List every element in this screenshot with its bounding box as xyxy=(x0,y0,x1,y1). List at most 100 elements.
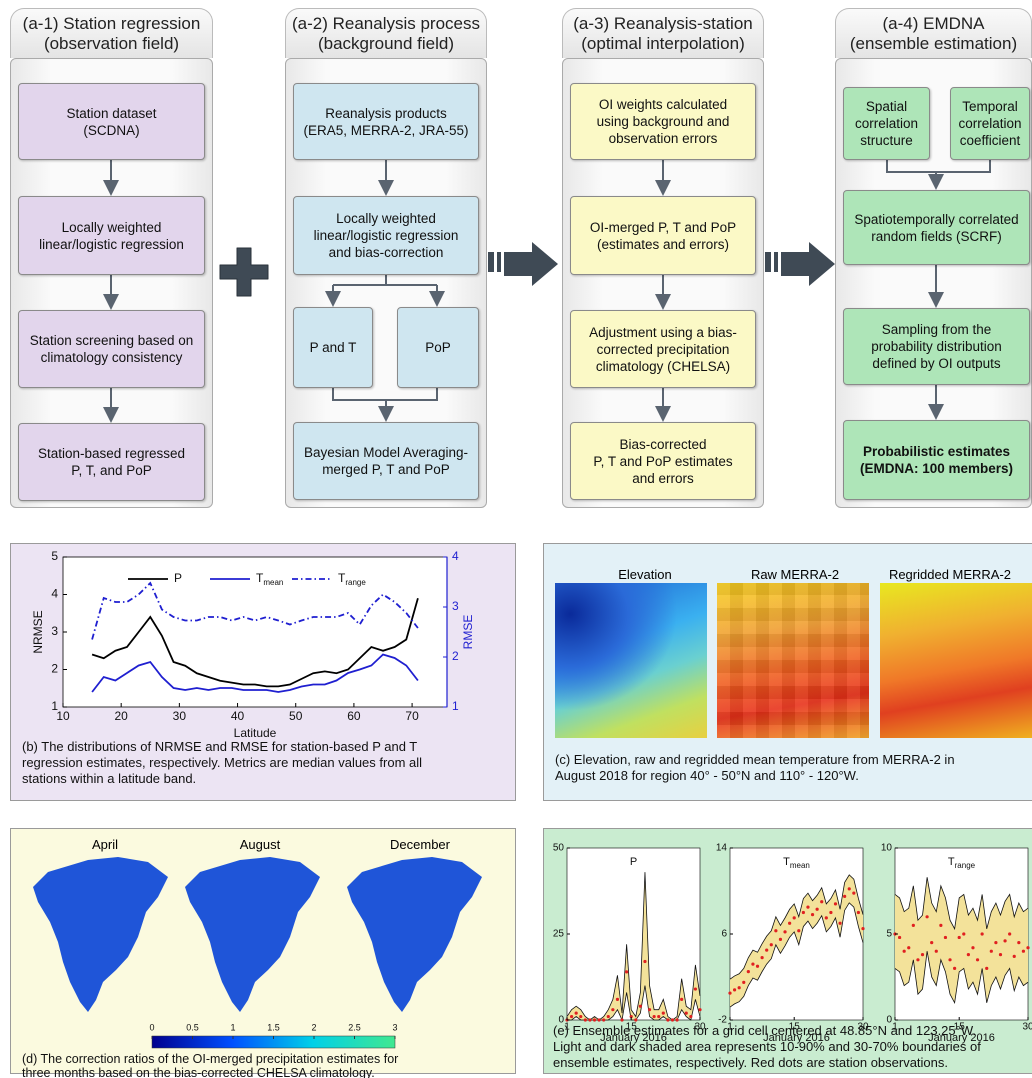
obs-dot xyxy=(903,950,906,953)
obs-dot xyxy=(747,970,750,973)
y-tick-label: 5 xyxy=(51,549,58,563)
obs-dot xyxy=(861,927,864,930)
obs-dot xyxy=(643,960,646,963)
obs-dot xyxy=(1026,946,1029,949)
colorbar-tick-label: 3 xyxy=(392,1022,397,1032)
obs-dot xyxy=(829,911,832,914)
x-tick-label: 30 xyxy=(173,709,187,723)
obs-dot xyxy=(675,1018,678,1021)
process-box: Locally weighted linear/logistic regress… xyxy=(293,196,479,275)
obs-dot xyxy=(852,892,855,895)
obs-dot xyxy=(1022,950,1025,953)
obs-dot xyxy=(999,953,1002,956)
process-box: OI-merged P, T and PoP (estimates and er… xyxy=(570,196,756,275)
obs-dot xyxy=(1013,955,1016,958)
obs-dot xyxy=(742,981,745,984)
process-box: Reanalysis products (ERA5, MERRA-2, JRA-… xyxy=(293,83,479,160)
obs-dot xyxy=(921,953,924,956)
y2-tick-label: 3 xyxy=(452,599,459,613)
obs-dot xyxy=(976,958,979,961)
obs-dot xyxy=(779,938,782,941)
image-label: Raw MERRA-2 xyxy=(710,567,880,582)
obs-dot xyxy=(930,941,933,944)
obs-dot xyxy=(811,913,814,916)
process-box: PoP xyxy=(397,307,479,388)
obs-dot xyxy=(694,987,697,990)
obs-dot xyxy=(939,924,942,927)
obs-dot xyxy=(994,941,997,944)
obs-dot xyxy=(802,911,805,914)
obs-dot xyxy=(857,911,860,914)
y-tick-label: 50 xyxy=(553,843,565,854)
obs-dot xyxy=(593,1018,596,1021)
obs-dot xyxy=(620,1018,623,1021)
process-box: P and T xyxy=(293,307,373,388)
obs-dot xyxy=(912,924,915,927)
obs-dot xyxy=(698,1008,701,1011)
obs-dot xyxy=(756,965,759,968)
map-label: December xyxy=(345,837,495,852)
figure: 10203040506070123451234LatitudeNRMSERMSE… xyxy=(0,0,1032,1078)
colorbar-tick-label: 1.5 xyxy=(267,1022,280,1032)
obs-dot xyxy=(639,1005,642,1008)
obs-dot xyxy=(625,970,628,973)
obs-dot xyxy=(728,992,731,995)
process-box: Locally weighted linear/logistic regress… xyxy=(18,196,205,275)
map-label: August xyxy=(185,837,335,852)
obs-dot xyxy=(680,998,683,1001)
obs-dot xyxy=(607,1015,610,1018)
obs-dot xyxy=(588,1018,591,1021)
y-tick-label: 2 xyxy=(51,662,58,676)
obs-dot xyxy=(944,936,947,939)
process-box: Bayesian Model Averaging- merged P, T an… xyxy=(293,422,479,500)
process-box: Spatial correlation structure xyxy=(843,87,930,160)
y2-tick-label: 2 xyxy=(452,649,459,663)
obs-dot xyxy=(648,1008,651,1011)
process-box: Sampling from the probability distributi… xyxy=(843,308,1030,385)
y-tick-label: 5 xyxy=(886,929,892,940)
obs-dot xyxy=(783,930,786,933)
obs-dot xyxy=(1017,941,1020,944)
colorbar-tick-label: 0 xyxy=(149,1022,154,1032)
y2-tick-label: 4 xyxy=(452,549,459,563)
colorbar-tick-label: 0.5 xyxy=(186,1022,199,1032)
obs-dot xyxy=(838,922,841,925)
process-box: Bias-corrected P, T and PoP estimates an… xyxy=(570,422,756,500)
x-tick-label: 70 xyxy=(405,709,419,723)
y-axis-label: NRMSE xyxy=(31,610,45,653)
obs-dot xyxy=(751,963,754,966)
process-box: Probabilistic estimates (EMDNA: 100 memb… xyxy=(843,420,1030,500)
obs-dot xyxy=(834,902,837,905)
image-label: Elevation xyxy=(560,567,730,582)
obs-dot xyxy=(657,1015,660,1018)
maps xyxy=(33,857,482,1012)
obs-dot xyxy=(916,958,919,961)
colorbar-tick-label: 2 xyxy=(311,1022,316,1032)
obs-dot xyxy=(825,916,828,919)
y-tick-label: 3 xyxy=(51,624,58,638)
obs-dot xyxy=(843,895,846,898)
obs-dot xyxy=(616,998,619,1001)
obs-dot xyxy=(971,946,974,949)
caption: (c) Elevation, raw and regridded mean te… xyxy=(555,752,955,784)
obs-dot xyxy=(584,1018,587,1021)
obs-dot xyxy=(770,943,773,946)
obs-dot xyxy=(898,936,901,939)
obs-dot xyxy=(848,887,851,890)
obs-dot xyxy=(935,950,938,953)
caption: (e) Ensemble estimates for a grid cell c… xyxy=(553,1023,981,1071)
y-tick-label: 10 xyxy=(881,843,893,854)
obs-dot xyxy=(662,1012,665,1015)
obs-dot xyxy=(1008,932,1011,935)
x-tick-label: 20 xyxy=(115,709,129,723)
x-tick-label: 60 xyxy=(347,709,361,723)
obs-dot xyxy=(981,932,984,935)
y-tick-label: 1 xyxy=(51,699,58,713)
colorbar-tick-label: 2.5 xyxy=(348,1022,361,1032)
caption: (b) The distributions of NRMSE and RMSE … xyxy=(22,739,422,787)
obs-dot xyxy=(666,1018,669,1021)
obs-dot xyxy=(953,967,956,970)
obs-dot xyxy=(738,986,741,989)
obs-dot xyxy=(602,1018,605,1021)
obs-dot xyxy=(579,1015,582,1018)
